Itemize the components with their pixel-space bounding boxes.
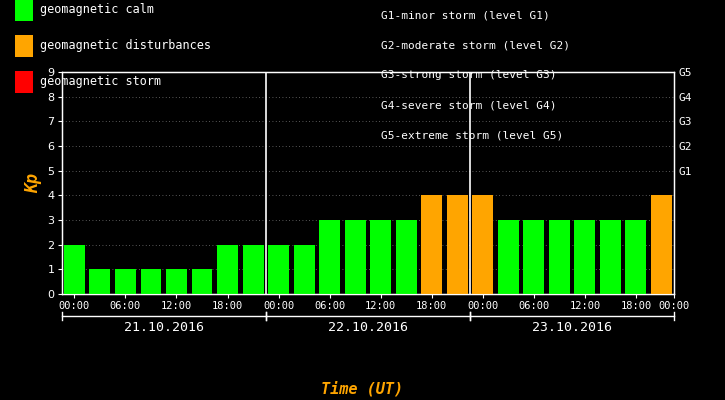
Bar: [191, 269, 212, 294]
Bar: [217, 245, 238, 294]
Bar: [319, 220, 340, 294]
Text: geomagnetic storm: geomagnetic storm: [40, 76, 161, 88]
Bar: [268, 245, 289, 294]
Bar: [166, 269, 187, 294]
Text: G1-minor storm (level G1): G1-minor storm (level G1): [381, 10, 550, 20]
Bar: [421, 195, 442, 294]
Text: 22.10.2016: 22.10.2016: [328, 321, 408, 334]
Text: G2-moderate storm (level G2): G2-moderate storm (level G2): [381, 40, 570, 50]
Bar: [498, 220, 519, 294]
Bar: [600, 220, 621, 294]
Bar: [115, 269, 136, 294]
Bar: [370, 220, 392, 294]
Bar: [574, 220, 595, 294]
Bar: [447, 195, 468, 294]
Bar: [651, 195, 672, 294]
Text: G5-extreme storm (level G5): G5-extreme storm (level G5): [381, 130, 563, 140]
Text: geomagnetic calm: geomagnetic calm: [40, 4, 154, 16]
Text: 23.10.2016: 23.10.2016: [532, 321, 612, 334]
Bar: [473, 195, 493, 294]
Bar: [141, 269, 162, 294]
Bar: [64, 245, 85, 294]
Bar: [243, 245, 263, 294]
Text: 21.10.2016: 21.10.2016: [124, 321, 204, 334]
Bar: [523, 220, 544, 294]
Bar: [344, 220, 365, 294]
Text: G4-severe storm (level G4): G4-severe storm (level G4): [381, 100, 556, 110]
Bar: [549, 220, 570, 294]
Text: G3-strong storm (level G3): G3-strong storm (level G3): [381, 70, 556, 80]
Bar: [294, 245, 315, 294]
Y-axis label: Kp: Kp: [24, 173, 42, 193]
Text: geomagnetic disturbances: geomagnetic disturbances: [40, 40, 211, 52]
Bar: [626, 220, 647, 294]
Text: Time (UT): Time (UT): [321, 380, 404, 396]
Bar: [89, 269, 110, 294]
Bar: [396, 220, 417, 294]
